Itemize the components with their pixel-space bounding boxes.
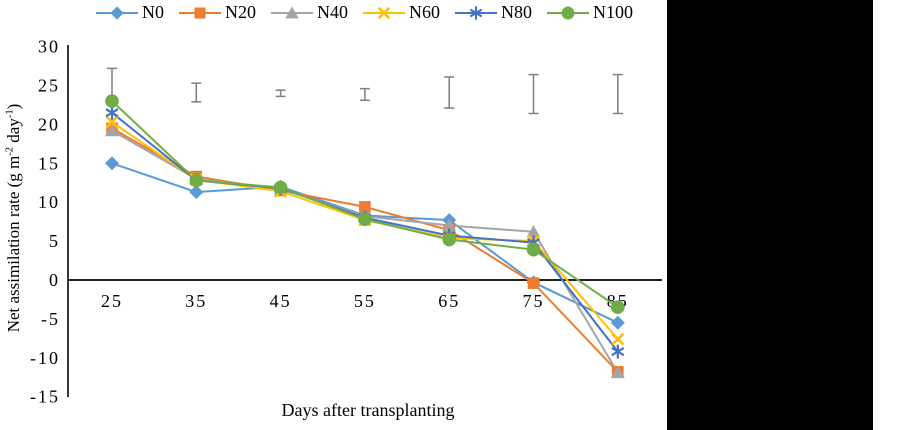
marker-asterisk	[469, 5, 483, 20]
x-tick-label: 25	[101, 291, 123, 311]
chart-legend: N0 N20 N40 N60 N80 N100	[96, 2, 633, 23]
y-tick-label: -10	[30, 348, 60, 368]
marker-circle	[105, 94, 119, 108]
marker-circle	[189, 173, 204, 188]
legend-marker-square-icon	[179, 6, 221, 19]
y-axis-title: Net assimilation rate (g m-2 day-1)	[4, 104, 24, 333]
marker-triangle	[285, 6, 299, 18]
legend-item-n0: N0	[96, 2, 164, 23]
marker-circle	[358, 212, 372, 227]
y-tick-label: 20	[38, 114, 60, 134]
marker-triangle	[526, 224, 541, 238]
legend-marker-asterisk-icon	[455, 5, 497, 20]
marker-xmark	[377, 6, 391, 19]
legend-marker-triangle-icon	[271, 6, 313, 18]
marker-circle	[611, 300, 625, 315]
side-black-panel	[667, 0, 873, 430]
error-bar	[359, 87, 370, 102]
series-line-n80	[111, 111, 619, 353]
x-tick-label: 55	[354, 291, 376, 311]
y-tick-label: -5	[41, 309, 60, 329]
marker-xmark	[105, 115, 119, 129]
y-axis-title-text: Net assimilation rate (g m	[4, 155, 23, 333]
legend-label-n60: N60	[409, 2, 440, 22]
error-bar	[612, 73, 623, 115]
y-tick-label: 5	[49, 231, 60, 251]
marker-square	[359, 201, 371, 213]
marker-circle	[442, 232, 457, 247]
legend-label-n40: N40	[317, 2, 348, 22]
y-axis-title-superscript: -1	[4, 109, 16, 119]
series-markers-n80	[105, 105, 625, 359]
marker-square	[194, 6, 206, 19]
error-bar	[528, 73, 539, 115]
error-bar	[191, 82, 202, 103]
legend-marker-circle-icon	[547, 6, 589, 19]
series-n80	[111, 111, 619, 353]
x-tick-label: 35	[185, 291, 207, 311]
legend-marker-xmark-icon	[363, 6, 405, 19]
marker-asterisk	[105, 105, 119, 120]
legend-label-n100: N100	[593, 2, 633, 22]
x-axis-title: Days after transplanting	[281, 400, 455, 420]
y-tick-label: 0	[49, 270, 60, 290]
y-axis-title-text: )	[4, 103, 23, 110]
y-tick-label: 25	[38, 76, 60, 96]
marker-square	[527, 277, 540, 289]
y-axis-title-superscript: -2	[4, 146, 16, 156]
marker-asterisk	[611, 344, 625, 359]
marker-circle	[561, 6, 575, 19]
marker-circle	[273, 180, 288, 195]
y-tick-label: -15	[30, 387, 60, 407]
legend-item-n20: N20	[179, 2, 256, 23]
legend-label-n20: N20	[225, 2, 256, 22]
y-tick-label: 30	[38, 37, 60, 57]
marker-triangle	[610, 365, 625, 379]
marker-diamond	[189, 185, 204, 200]
marker-diamond	[105, 156, 119, 171]
y-tick-label: 10	[38, 192, 60, 212]
error-bar	[444, 76, 455, 109]
y-tick-label: 15	[38, 153, 60, 173]
series-markers-n20	[106, 122, 624, 378]
series-markers-n100	[105, 94, 625, 315]
legend-label-n80: N80	[501, 2, 532, 22]
y-axis-title-text: day	[4, 118, 23, 147]
legend-item-n80: N80	[455, 2, 532, 23]
x-tick-label: 65	[438, 291, 460, 311]
error-bar	[275, 89, 286, 98]
legend-item-n40: N40	[271, 2, 348, 23]
series-markers-n40	[105, 123, 625, 379]
x-tick-label: 45	[270, 291, 292, 311]
marker-triangle	[442, 218, 457, 232]
marker-circle	[526, 242, 541, 257]
marker-diamond	[610, 315, 625, 330]
legend-marker-diamond-icon	[96, 5, 138, 20]
legend-item-n60: N60	[363, 2, 440, 23]
error-bars	[107, 67, 623, 115]
legend-item-n100: N100	[547, 2, 633, 23]
x-tick-label: 75	[523, 291, 545, 311]
marker-diamond	[110, 5, 124, 20]
legend-label-n0: N0	[142, 2, 164, 22]
marker-triangle	[105, 123, 119, 137]
marker-xmark	[611, 332, 625, 346]
